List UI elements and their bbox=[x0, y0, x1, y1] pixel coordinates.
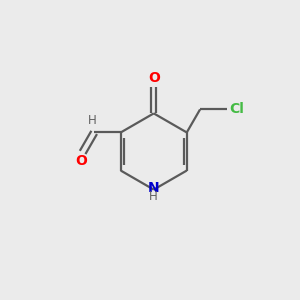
Text: H: H bbox=[88, 114, 96, 127]
Text: O: O bbox=[76, 154, 87, 168]
Text: N: N bbox=[148, 182, 160, 196]
Text: O: O bbox=[148, 70, 160, 85]
Text: Cl: Cl bbox=[229, 102, 244, 116]
Text: H: H bbox=[149, 190, 158, 202]
